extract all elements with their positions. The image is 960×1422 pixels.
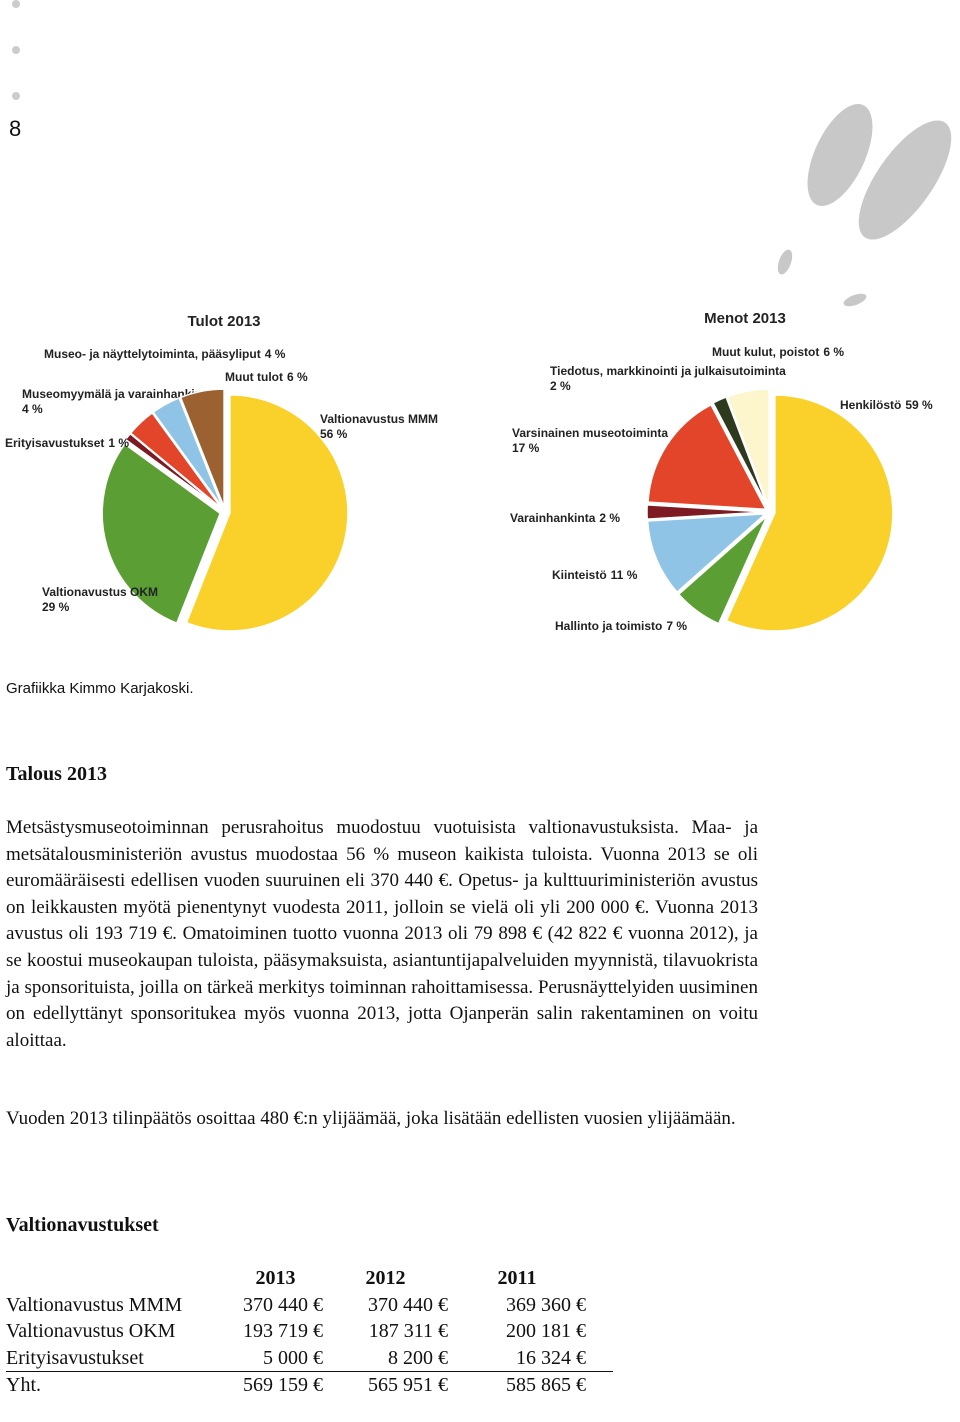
slice-value-label: 2 % (599, 511, 620, 525)
caption: Grafiikka Kimmo Karjakoski. (6, 680, 194, 697)
slice-label: Varainhankinta (510, 511, 596, 525)
table-cell: Valtionavustus OKM (6, 1320, 176, 1343)
pie-slice (152, 396, 224, 509)
pie-slice (646, 513, 768, 594)
pie-slice (646, 504, 766, 520)
table-row: Valtionavustus OKM 193 719 € 187 311 € 200 … (6, 1318, 613, 1345)
slice-label: Museomyymälä ja varainhankinta (22, 387, 213, 401)
pie-slice (677, 515, 768, 625)
slice-label: Valtionavustus MMM (320, 412, 438, 426)
table-cell: 369 360 € (506, 1293, 586, 1316)
table-cell: 8 200 € (323, 1344, 448, 1373)
slice-label: Tiedotus, markkinointi ja julkaisutoimin… (550, 364, 786, 378)
pie-slice (647, 403, 768, 511)
table-cell: 193 719 € (243, 1320, 323, 1343)
pie-slice (101, 442, 222, 625)
slice-label: Muut kulut, poistot (712, 345, 819, 359)
slice-label: Henkilöstö (840, 398, 901, 412)
slice-label: Erityisavustukset (5, 436, 104, 450)
header-cell: 2012 (365, 1267, 406, 1289)
chart-title: Tulot 2013 (187, 313, 260, 330)
slice-value-label: 1 % (108, 436, 129, 450)
chart-title: Menot 2013 (704, 310, 786, 327)
pie-slice (179, 388, 225, 508)
page-number: 8 (9, 116, 22, 141)
table-cell: 569 159 € (243, 1374, 323, 1397)
pie-slice (129, 411, 223, 509)
table-cell: 5 000 € (228, 1344, 323, 1373)
table-cell: 585 865 € (506, 1374, 586, 1397)
table-row: Erityisavustukset 5 000 €8 200 €16 324 € (6, 1344, 613, 1373)
slice-value-label: 2 % (550, 379, 571, 393)
table-cell: 16 324 € (448, 1344, 586, 1373)
slice-label: Valtionavustus OKM (42, 585, 158, 599)
heading: Valtionavustukset (6, 1214, 159, 1236)
table-cell: 565 951 € (368, 1374, 448, 1397)
pie-slice (124, 432, 222, 510)
pie-slice (726, 388, 770, 508)
table-cell: 187 311 € (368, 1320, 448, 1343)
slice-value-label: 6 % (823, 345, 844, 359)
slice-value-label: 11 % (611, 568, 638, 582)
table-cell (586, 1372, 613, 1399)
slice-value-label: 4 % (22, 402, 43, 416)
slice-value-label: 17 % (512, 441, 540, 455)
slice-value-label: 4 % (265, 347, 286, 361)
grant-table: 2013 2012 2011 Valtionavustus MMM 370 440 € 3… (6, 1265, 613, 1399)
slice-label: Varsinainen museotoiminta (512, 426, 668, 440)
table-cell (586, 1318, 613, 1345)
table-cell: 200 181 € (506, 1320, 586, 1343)
table-cell: 370 440 € (368, 1293, 448, 1316)
header-cell (586, 1265, 613, 1292)
table-cell (586, 1292, 613, 1319)
table-cell: Erityisavustukset (6, 1344, 228, 1373)
table-row: Valtionavustus MMM 370 440 € 370 440 € 369 … (6, 1292, 613, 1319)
slice-value-label: 56 % (320, 427, 348, 441)
header-cell: 2011 (497, 1267, 537, 1289)
slice-value-label: 7 % (666, 619, 687, 633)
pie-slice (712, 396, 769, 508)
paragraph: Vuoden 2013 tilinpäätös osoittaa 480 €:n… (6, 1108, 736, 1129)
slice-value-label: 6 % (287, 370, 308, 384)
header-cell (6, 1265, 228, 1292)
pie-slice (185, 394, 349, 632)
table-row: Yht. 569 159 € 565 951 € 585 865 € (6, 1372, 613, 1399)
slice-label: Museo- ja näyttelytoiminta, pääsyliput (44, 347, 261, 361)
slice-label: Kiinteistö (552, 568, 607, 582)
slice-value-label: 59 % (905, 398, 933, 412)
table-cell (586, 1344, 613, 1373)
slice-label: Hallinto ja toimisto (555, 619, 662, 633)
table-cell: Valtionavustus MMM (6, 1293, 183, 1316)
slice-value-label: 29 % (42, 600, 70, 614)
table-cell: Yht. (6, 1374, 41, 1397)
slice-label: Muut tulot (225, 370, 283, 384)
table-cell: 370 440 € (243, 1293, 323, 1316)
pie-slice (725, 394, 894, 632)
decor-footprints (777, 104, 952, 307)
header-cell: 2013 (255, 1267, 296, 1289)
paragraph: Metsästysmuseotoiminnan perusrahoitus mu… (6, 817, 758, 1051)
header-row: 2013 2012 2011 (6, 1265, 613, 1292)
heading: Talous 2013 (6, 763, 107, 785)
